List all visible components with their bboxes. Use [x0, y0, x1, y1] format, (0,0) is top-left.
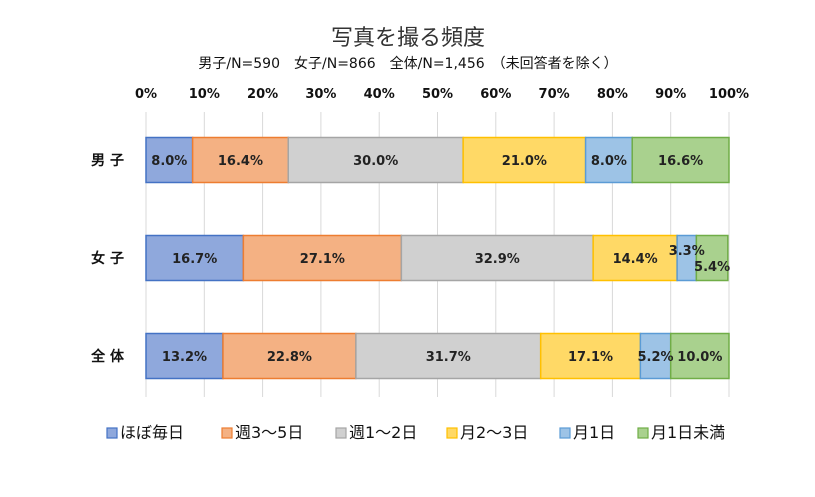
bar-segment — [191, 136, 290, 184]
legend-label: 月1日未満 — [651, 423, 725, 442]
legend-label: 月2～3日 — [460, 423, 528, 442]
x-tick-label: 100% — [709, 87, 749, 102]
category-labels: 男 子女 子全 体 — [90, 153, 125, 365]
data-label: 5.4% — [694, 260, 730, 275]
legend: ほぼ毎日 週3～5日 週1～2日 月2～3日 月1日 月1日未満 — [106, 423, 725, 442]
bar-segment — [631, 136, 730, 184]
data-label: 16.7% — [172, 252, 217, 267]
data-label: 17.1% — [568, 350, 613, 365]
bar-segment — [145, 234, 245, 282]
legend-swatch — [446, 427, 458, 439]
bar-segment — [695, 234, 729, 282]
data-label: 10.0% — [677, 350, 722, 365]
x-tick-label: 80% — [597, 87, 628, 102]
x-tick-label: 20% — [247, 87, 278, 102]
data-label: 3.3% — [669, 244, 705, 259]
bar-segment — [539, 332, 642, 380]
data-label: 22.8% — [267, 350, 312, 365]
bar-segment — [145, 332, 224, 380]
x-tick-label: 10% — [189, 87, 220, 102]
legend-swatch — [559, 427, 571, 439]
chart-subtitle: 男子/N=590 女子/N=866 全体/N=1,456 （未回答者を除く） — [198, 55, 617, 72]
bar-segment — [400, 234, 594, 282]
x-tick-label: 30% — [305, 87, 336, 102]
data-label: 8.0% — [591, 154, 627, 169]
bar-segments — [145, 136, 730, 380]
data-label: 13.2% — [162, 350, 207, 365]
x-tick-label: 60% — [480, 87, 511, 102]
data-label: 14.4% — [613, 252, 658, 267]
bar-segment — [145, 136, 194, 184]
category-label: 女 子 — [91, 250, 124, 267]
data-label: 16.6% — [658, 154, 703, 169]
data-label: 31.7% — [426, 350, 471, 365]
bar-segment — [355, 332, 542, 380]
legend-swatch — [637, 427, 649, 439]
bar-segment — [639, 332, 672, 380]
x-tick-label: 90% — [655, 87, 686, 102]
data-label: 16.4% — [218, 154, 263, 169]
bar-segment — [584, 136, 633, 184]
category-label: 全 体 — [90, 348, 125, 365]
data-labels: 8.0% 16.4% 30.0% 21.0% 8.0% 16.6% 16.7% 27.1% 32… — [151, 154, 730, 365]
x-tick-label: 0% — [135, 87, 157, 102]
data-label: 27.1% — [300, 252, 345, 267]
bar-segment — [222, 332, 357, 380]
bar-segment — [669, 332, 730, 380]
legend-swatch — [335, 427, 347, 439]
legend-label: 週3～5日 — [235, 423, 303, 442]
bar-segment — [462, 136, 587, 184]
category-label: 男 子 — [91, 153, 124, 169]
chart-title: 写真を撮る頻度 — [331, 26, 485, 51]
legend-swatch — [106, 427, 118, 439]
legend-swatch — [221, 427, 233, 439]
x-tick-label: 70% — [539, 87, 570, 102]
data-label: 21.0% — [502, 154, 547, 169]
x-axis-ticks: 0% 10% 20% 30% 40% 50% 60% 70% 80% 90% 100% — [135, 87, 749, 102]
data-label: 32.9% — [475, 252, 520, 267]
data-label: 5.2% — [638, 350, 674, 365]
data-label: 8.0% — [151, 154, 187, 169]
data-label: 30.0% — [353, 154, 398, 169]
legend-label: ほぼ毎日 — [120, 423, 184, 442]
legend-label: 週1～2日 — [349, 423, 417, 442]
x-tick-label: 50% — [422, 87, 453, 102]
x-tick-label: 40% — [364, 87, 395, 102]
legend-label: 月1日 — [573, 423, 615, 442]
